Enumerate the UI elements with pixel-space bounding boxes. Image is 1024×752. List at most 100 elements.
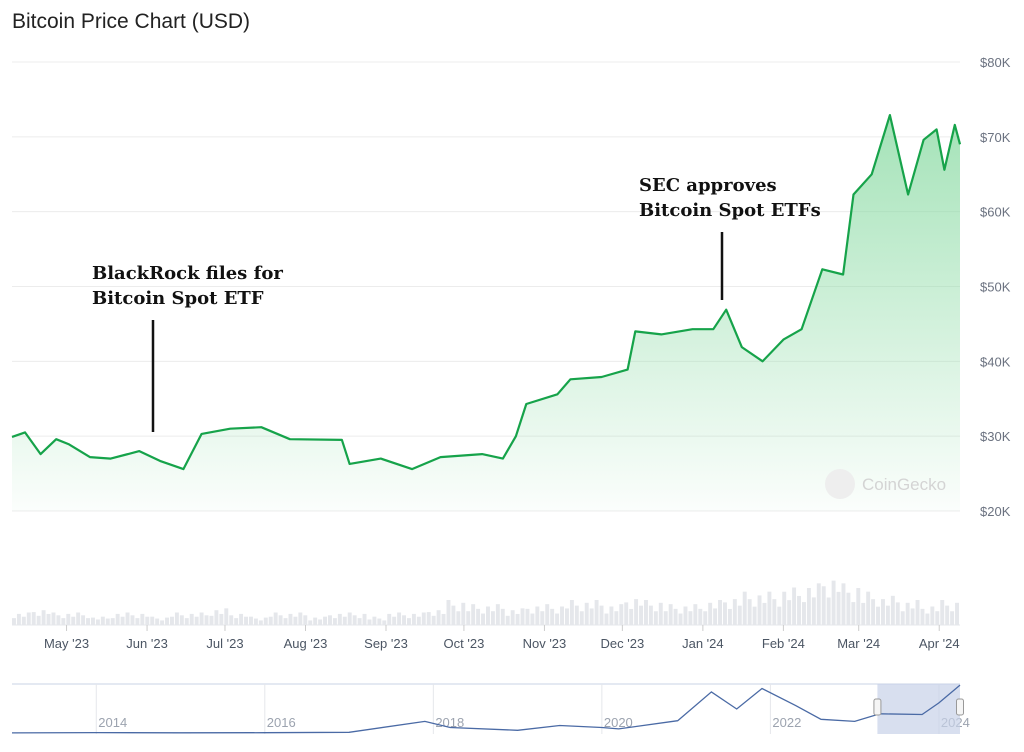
volume-bar <box>866 591 871 625</box>
chart-title: Bitcoin Price Chart (USD) <box>12 10 251 33</box>
volume-bar <box>431 615 436 625</box>
volume-bar <box>915 600 920 625</box>
y-tick-label: $70K <box>980 130 1011 145</box>
volume-bar <box>347 612 352 625</box>
volume-bar <box>831 580 836 625</box>
volume-bar <box>698 608 703 625</box>
volume-bar <box>624 602 629 625</box>
volume-bar <box>461 602 466 625</box>
navigator-selection[interactable] <box>877 684 960 734</box>
volume-bar <box>550 608 555 625</box>
x-tick-label: Jun '23 <box>126 636 168 651</box>
volume-bar <box>797 595 801 625</box>
navigator-handle[interactable] <box>956 698 964 716</box>
volume-bar <box>174 612 179 625</box>
volume-bar <box>515 613 520 625</box>
volume-bar <box>767 591 772 625</box>
volume-bar <box>293 616 298 625</box>
volume-bar <box>21 616 26 625</box>
volume-bar <box>214 610 219 625</box>
volume-bar <box>91 617 95 625</box>
volume-bar <box>846 592 851 625</box>
volume-bar <box>718 600 722 625</box>
volume-bar <box>446 600 451 625</box>
x-tick-label: Dec '23 <box>601 636 645 651</box>
volume-bar <box>46 613 51 625</box>
volume-bar <box>362 613 367 625</box>
volume-bar <box>377 618 382 625</box>
volume-bar <box>342 616 347 625</box>
volume-bar <box>323 616 327 625</box>
price-area <box>12 115 960 511</box>
y-tick-label: $20K <box>980 504 1011 519</box>
volume-bar <box>885 605 890 625</box>
volume-bar <box>802 602 806 625</box>
volume-bar <box>935 611 940 625</box>
volume-bar <box>742 591 747 625</box>
volume-bar <box>782 591 787 625</box>
volume-bar <box>525 608 530 625</box>
volume-bar <box>668 604 673 625</box>
volume-bar <box>678 613 683 625</box>
volume-bar <box>890 595 895 625</box>
volume-bar <box>337 613 342 625</box>
volume-bar <box>703 611 708 625</box>
volume-bar <box>249 616 253 625</box>
volume-bar <box>441 613 446 625</box>
annotation-line2: Bitcoin Spot ETFs <box>639 200 821 221</box>
volume-bar <box>713 608 718 625</box>
volume-bar <box>298 612 303 625</box>
volume-bar <box>762 602 767 625</box>
volume-bar <box>357 618 362 625</box>
volume-bar <box>318 619 323 625</box>
volume-bar <box>811 597 816 625</box>
volume-bar <box>471 604 476 625</box>
volume-bar <box>288 613 293 625</box>
volume-bar <box>219 613 224 625</box>
volume-bar <box>125 612 130 625</box>
y-tick-label: $50K <box>980 280 1011 295</box>
annotation-sec: SEC approves Bitcoin Spot ETFs <box>639 173 821 223</box>
navigator-year-label: 2014 <box>98 715 127 730</box>
volume-bar <box>332 618 337 625</box>
volume-bar <box>673 608 678 625</box>
volume-bar <box>204 615 209 625</box>
navigator-year-label: 2022 <box>772 715 801 730</box>
volume-bar <box>258 620 263 625</box>
volume-bar <box>693 604 698 625</box>
volume-bar <box>160 620 165 625</box>
volume-bar <box>155 618 160 625</box>
volume-bar <box>871 599 876 625</box>
volume-bar <box>555 613 560 625</box>
volume-bar <box>861 602 866 625</box>
volume-bar <box>416 616 421 625</box>
volume-bar <box>644 600 648 625</box>
volume-bar <box>920 608 925 625</box>
x-tick-label: Jul '23 <box>206 636 243 651</box>
volume-bar <box>723 602 727 625</box>
volume-bar <box>856 588 861 625</box>
x-tick-label: Mar '24 <box>837 636 880 651</box>
x-tick-label: May '23 <box>44 636 89 651</box>
volume-bar <box>31 612 36 625</box>
volume-bar <box>224 608 229 625</box>
volume-bar <box>732 599 737 625</box>
volume-bar <box>115 613 120 625</box>
volume-bar <box>86 618 90 625</box>
volume-bar <box>278 615 283 625</box>
x-tick-label: Sep '23 <box>364 636 408 651</box>
volume-bar <box>708 602 713 625</box>
volume-bar <box>367 619 372 625</box>
volume-bar <box>851 602 856 625</box>
volume-bar <box>170 616 174 625</box>
volume-bar <box>535 606 540 625</box>
volume-bar <box>816 583 821 625</box>
y-tick-label: $80K <box>980 55 1011 70</box>
volume-bar <box>826 597 831 625</box>
volume-bar <box>283 618 288 625</box>
volume-bar <box>263 617 268 625</box>
volume-bar <box>466 611 471 625</box>
volume-bar <box>614 611 619 625</box>
navigator-handle[interactable] <box>873 698 882 716</box>
